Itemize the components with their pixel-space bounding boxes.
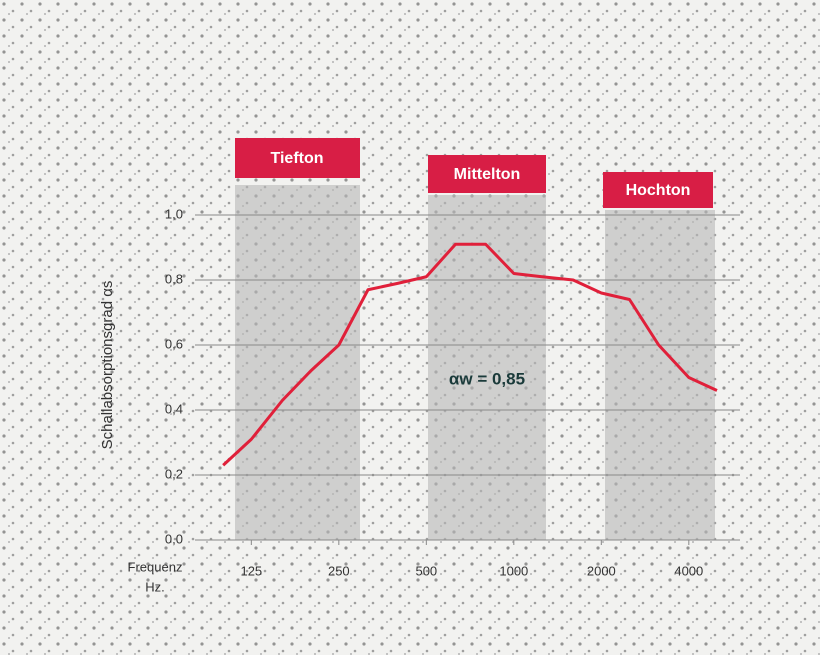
x-axis-label: Hz. (145, 579, 165, 594)
band-header (428, 155, 546, 193)
band-label: Tiefton (270, 150, 323, 167)
y-tick-label: 0,8 (165, 271, 183, 286)
x-tick-label: 250 (328, 563, 350, 578)
band-label: Hochton (626, 182, 691, 199)
band-area (605, 210, 715, 540)
y-tick-label: 0,2 (165, 466, 183, 481)
x-tick-label: 500 (415, 563, 437, 578)
x-tick-label: 125 (240, 563, 262, 578)
y-tick-label: 0,4 (165, 401, 183, 416)
x-tick-label: 1000 (499, 563, 528, 578)
y-tick-label: 1,0 (165, 206, 183, 221)
band-area (235, 185, 360, 540)
x-axis-label: Frequenz (128, 559, 183, 574)
y-tick-label: 0,0 (165, 531, 183, 546)
x-tick-label: 4000 (674, 563, 703, 578)
band-label: Mittelton (454, 166, 521, 183)
data-line (222, 242, 718, 467)
x-tick-label: 2000 (587, 563, 616, 578)
band-header (235, 138, 360, 178)
annotation: αw = 0,85 (449, 369, 525, 388)
band-header (603, 172, 713, 208)
y-tick-label: 0,6 (165, 336, 183, 351)
y-axis-label: Schallabsorptionsgrad αs (99, 281, 116, 450)
